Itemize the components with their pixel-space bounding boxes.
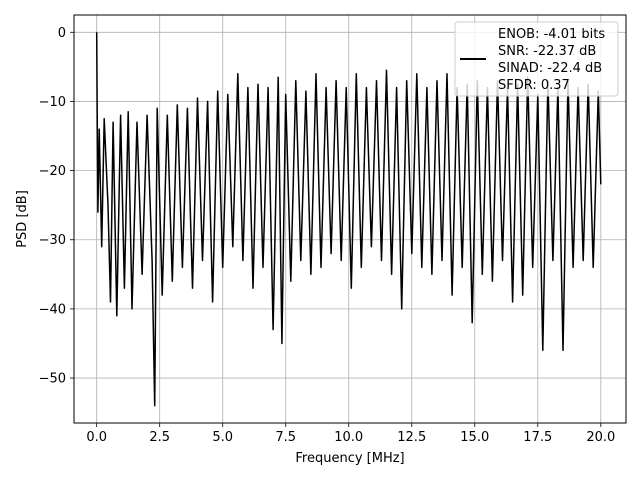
x-tick-label: 7.5 <box>275 430 296 445</box>
y-tick-label: −30 <box>39 233 66 248</box>
legend-entry: SINAD: -22.4 dB <box>498 61 602 76</box>
legend-box <box>454 21 619 97</box>
y-tick-label: −20 <box>39 164 66 179</box>
y-tick-label: −50 <box>39 372 66 387</box>
x-axis-label: Frequency [MHz] <box>295 451 404 466</box>
y-axis-ticks: 0 −10 −20 −30 −40 −50 <box>39 26 74 387</box>
x-tick-label: 5.0 <box>212 430 233 445</box>
x-tick-label: 20.0 <box>586 430 615 445</box>
y-tick-label: −10 <box>39 95 66 110</box>
y-tick-label: −40 <box>39 302 66 317</box>
legend-entry: SFDR: 0.37 <box>498 78 570 93</box>
x-tick-label: 0.0 <box>86 430 107 445</box>
x-axis-ticks: 0.0 2.5 5.0 7.5 10.0 12.5 15.0 17.5 20.0 <box>86 423 615 445</box>
y-tick-label: 0 <box>58 26 66 41</box>
legend-entry: ENOB: -4.01 bits <box>498 27 605 42</box>
x-tick-label: 15.0 <box>460 430 489 445</box>
x-tick-label: 2.5 <box>149 430 170 445</box>
y-axis-label: PSD [dB] <box>15 190 30 248</box>
x-tick-label: 10.0 <box>334 430 363 445</box>
legend-entry: SNR: -22.37 dB <box>498 44 596 59</box>
x-tick-label: 12.5 <box>397 430 426 445</box>
legend: ENOB: -4.01 bits SNR: -22.37 dB SINAD: -22… <box>454 21 619 97</box>
plot-frame <box>73 14 627 424</box>
series-layer <box>95 32 602 407</box>
psd-line <box>95 32 602 407</box>
x-tick-label: 17.5 <box>523 430 552 445</box>
